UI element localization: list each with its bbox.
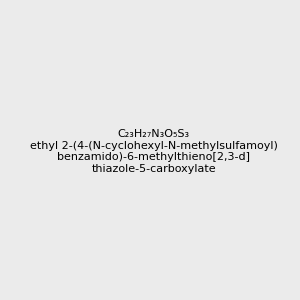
Text: C₂₃H₂₇N₃O₅S₃
ethyl 2-(4-(N-cyclohexyl-N-methylsulfamoyl)
benzamido)-6-methylthie: C₂₃H₂₇N₃O₅S₃ ethyl 2-(4-(N-cyclohexyl-N-… <box>30 129 278 174</box>
